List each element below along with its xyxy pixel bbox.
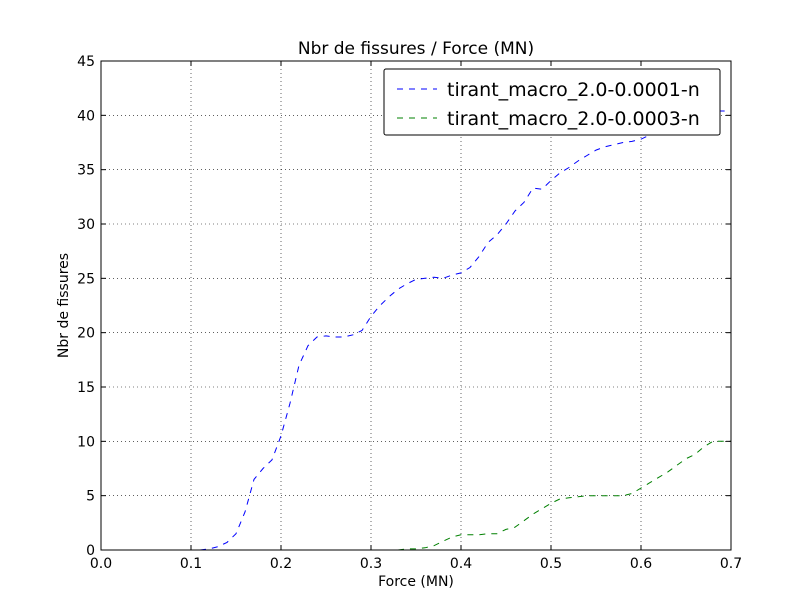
y-tick-label: 0 [86,543,95,559]
legend-label-2: tirant_macro_2.0-0.0003-n [447,108,700,130]
y-tick-label: 20 [77,326,95,342]
y-tick-label: 30 [77,217,95,233]
legend: tirant_macro_2.0-0.0001-n tirant_macro_2.… [383,68,721,136]
legend-label-1: tirant_macro_2.0-0.0001-n [447,79,700,101]
series-line-1 [199,110,731,551]
y-tick-label: 25 [77,271,95,287]
x-tick-label: 0.6 [630,556,652,572]
y-tick-label: 45 [77,54,95,70]
x-tick-label: 0.0 [90,556,112,572]
x-tick-label: 0.4 [450,556,472,572]
x-tick-label: 0.1 [180,556,202,572]
y-tick-label: 15 [77,380,95,396]
y-tick-label: 35 [77,163,95,179]
x-tick-label: 0.5 [540,556,562,572]
x-axis-label: Force (MN) [378,574,454,590]
y-tick-label: 40 [77,108,95,124]
series-layer [199,110,731,551]
axis-ticks: 0.0 0.1 0.2 0.3 0.4 0.5 0.6 0.7 0 5 10 15 20 25 30 35 40… [77,54,742,572]
y-tick-label: 5 [86,489,95,505]
y-axis-label: Nbr de fissures [56,253,72,358]
legend-box [383,68,721,136]
plot-frame [100,60,732,551]
x-tick-label: 0.3 [360,556,382,572]
y-tick-label: 10 [77,434,95,450]
chart-title: Nbr de fissures / Force (MN) [298,39,534,59]
x-tick-label: 0.7 [720,556,742,572]
x-tick-label: 0.2 [270,556,292,572]
